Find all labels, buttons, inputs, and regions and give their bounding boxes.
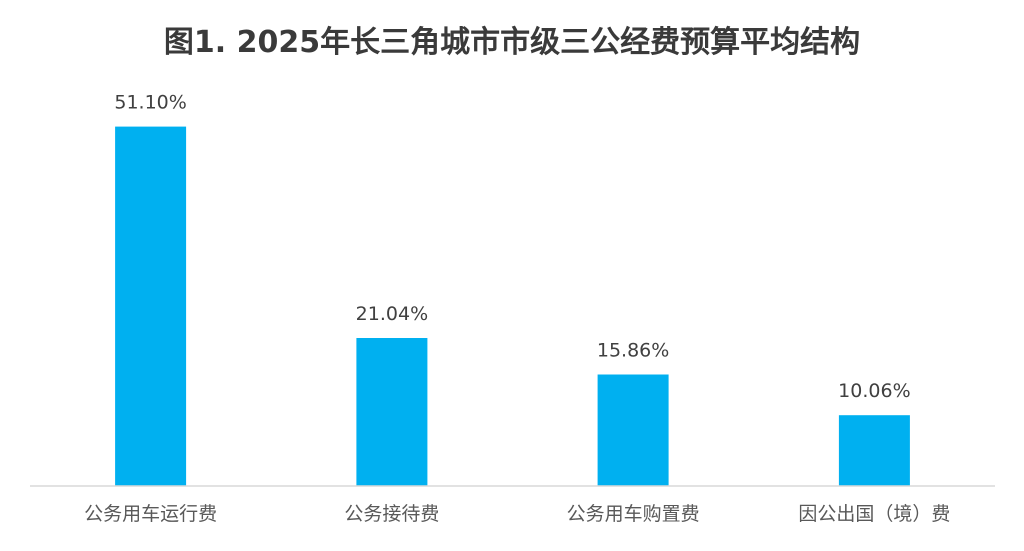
bars-layer: [115, 126, 910, 486]
bar-3: [597, 374, 669, 486]
category-label-1: 公务用车运行费: [84, 503, 217, 525]
data-label-1: 51.10%: [114, 92, 186, 114]
category-label-3: 公务用车购置费: [567, 503, 700, 525]
category-label-2: 公务接待费: [344, 503, 439, 525]
data-labels-layer: 51.10% 21.04% 15.86% 10.06%: [114, 92, 910, 403]
data-label-3: 15.86%: [597, 340, 669, 362]
bar-2: [356, 338, 428, 486]
chart-title: 图1. 2025年长三角城市市级三公经费预算平均结构: [164, 25, 860, 60]
data-label-2: 21.04%: [356, 303, 428, 325]
data-label-4: 10.06%: [838, 380, 910, 402]
bar-4: [838, 415, 910, 486]
bar-1: [115, 126, 187, 486]
tick-labels-layer: 公务用车运行费 公务接待费 公务用车购置费 因公出国（境）费: [84, 503, 950, 525]
category-label-4: 因公出国（境）费: [798, 503, 950, 525]
